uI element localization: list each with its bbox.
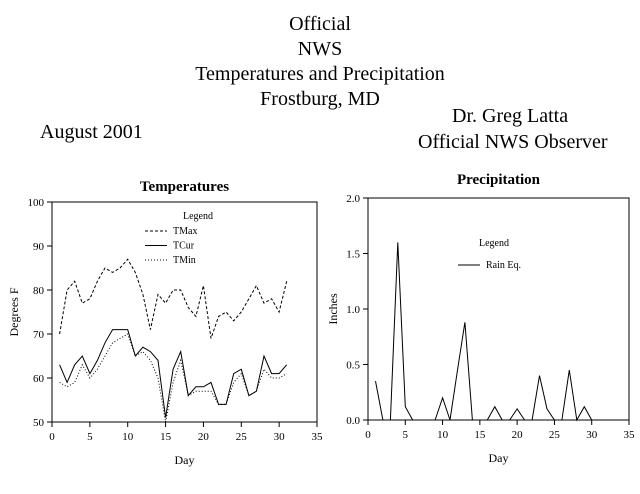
temp-x-tick-label: 15	[160, 431, 172, 443]
temp-x-axis-label: Day	[175, 453, 195, 467]
header-line-official: Official	[289, 13, 351, 35]
observer-name: Dr. Greg Latta	[452, 105, 569, 127]
precip-y-tick-label: 0.0	[346, 415, 360, 427]
temp-x-tick-label: 20	[198, 431, 210, 443]
temp-legend-label: TMax	[173, 226, 197, 237]
temp-y-tick-label: 100	[28, 197, 45, 209]
precip-x-axis-label: Day	[489, 451, 509, 465]
precip-x-tick-label: 10	[437, 429, 449, 441]
temp-y-tick-label: 70	[33, 329, 45, 341]
temp-y-tick-label: 90	[33, 241, 45, 253]
temp-x-tick-label: 30	[274, 431, 286, 443]
temp-x-tick-label: 10	[122, 431, 134, 443]
temp-y-tick-label: 60	[33, 373, 45, 385]
temp-legend-label: TMin	[173, 255, 196, 266]
precip-legend-title: Legend	[479, 238, 509, 249]
precip-x-tick-label: 35	[624, 429, 636, 441]
header-line-location: Frostburg, MD	[260, 88, 380, 110]
precip-y-tick-label: 0.5	[346, 360, 360, 372]
temp-y-tick-label: 50	[33, 417, 45, 429]
temp-x-tick-label: 5	[87, 431, 93, 443]
precip-series-rain-eq--line	[375, 242, 600, 422]
precip-x-tick-label: 0	[365, 429, 371, 441]
precip-chart-title: Precipitation	[457, 172, 541, 188]
temp-x-tick-label: 0	[49, 431, 55, 443]
precip-y-tick-label: 2.0	[346, 193, 360, 205]
temp-y-tick-label: 80	[33, 285, 45, 297]
precip-legend-label: Rain Eq.	[486, 260, 521, 271]
precip-y-tick-label: 1.5	[346, 249, 360, 261]
temp-x-tick-label: 25	[236, 431, 248, 443]
temp-legend-title: Legend	[183, 211, 213, 222]
precip-plot-frame	[367, 197, 630, 421]
precip-x-tick-label: 15	[474, 429, 486, 441]
precip-y-axis-label: Inches	[326, 293, 340, 325]
temp-y-axis-label: Degrees F	[7, 287, 21, 336]
observer-title: Official NWS Observer	[418, 131, 608, 153]
temp-x-tick-label: 35	[312, 431, 324, 443]
precip-x-tick-label: 20	[512, 429, 524, 441]
precip-x-tick-label: 30	[586, 429, 598, 441]
precip-x-tick-label: 5	[403, 429, 409, 441]
report-period: August 2001	[40, 121, 143, 143]
temp-series-tmin-line	[59, 333, 287, 423]
header-line-title: Temperatures and Precipitation	[195, 63, 445, 85]
precip-x-tick-label: 25	[549, 429, 561, 441]
temp-series-tmax-line	[59, 258, 288, 339]
temp-plot-frame	[51, 201, 318, 423]
temp-legend-label: TCur	[173, 241, 195, 252]
precip-y-tick-label: 1.0	[346, 304, 360, 316]
header-line-nws: NWS	[297, 38, 343, 60]
temp-chart-title: Temperatures	[140, 179, 229, 195]
